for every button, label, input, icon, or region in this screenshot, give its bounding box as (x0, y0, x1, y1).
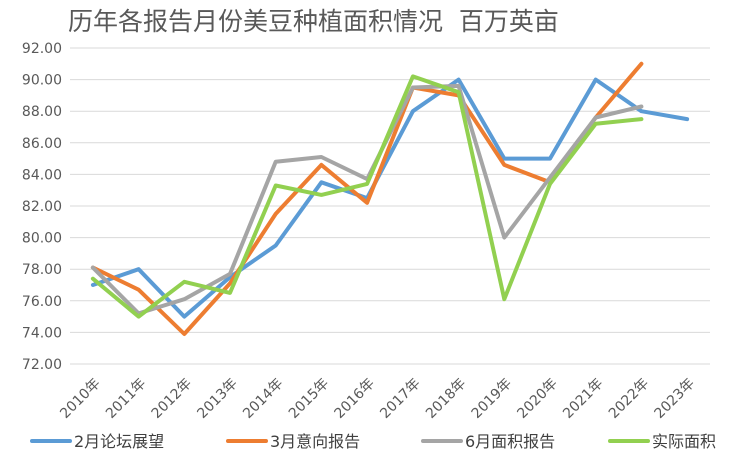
x-tick-label: 2011年 (103, 376, 149, 422)
x-tick-label: 2012年 (149, 376, 195, 422)
x-tick-label: 2023年 (652, 376, 698, 422)
x-tick-label: 2020年 (514, 376, 560, 422)
y-tick-label: 74.00 (22, 325, 62, 341)
y-tick-label: 90.00 (22, 73, 62, 89)
x-tick-label: 2018年 (423, 376, 469, 422)
x-tick-label: 2014年 (240, 376, 286, 422)
legend-label: 2月论坛展望 (74, 432, 164, 451)
legend-label: 6月面积报告 (465, 432, 555, 451)
x-tick-label: 2013年 (194, 376, 240, 422)
x-tick-label: 2015年 (286, 376, 332, 422)
y-tick-label: 92.00 (22, 41, 62, 57)
x-tick-label: 2021年 (560, 376, 606, 422)
y-tick-label: 84.00 (22, 167, 62, 183)
series-line (90, 61, 644, 336)
x-tick-label: 2019年 (469, 376, 515, 422)
chart-title: 历年各报告月份美豆种植面积情况 百万英亩 (68, 7, 559, 36)
x-tick-label: 2016年 (332, 376, 378, 422)
y-tick-label: 78.00 (22, 262, 62, 278)
series-line (90, 77, 690, 319)
series-line (90, 74, 644, 319)
x-tick-label: 2022年 (606, 376, 652, 422)
legend-label: 3月意向报告 (270, 432, 360, 451)
y-tick-label: 76.00 (22, 294, 62, 310)
legend-label: 实际面积 (652, 432, 716, 451)
y-tick-label: 82.00 (22, 199, 62, 215)
x-tick-label: 2010年 (57, 376, 103, 422)
y-tick-label: 72.00 (22, 357, 62, 373)
y-tick-label: 86.00 (22, 136, 62, 152)
y-tick-label: 88.00 (22, 104, 62, 120)
x-tick-label: 2017年 (377, 376, 423, 422)
y-tick-label: 80.00 (22, 231, 62, 247)
